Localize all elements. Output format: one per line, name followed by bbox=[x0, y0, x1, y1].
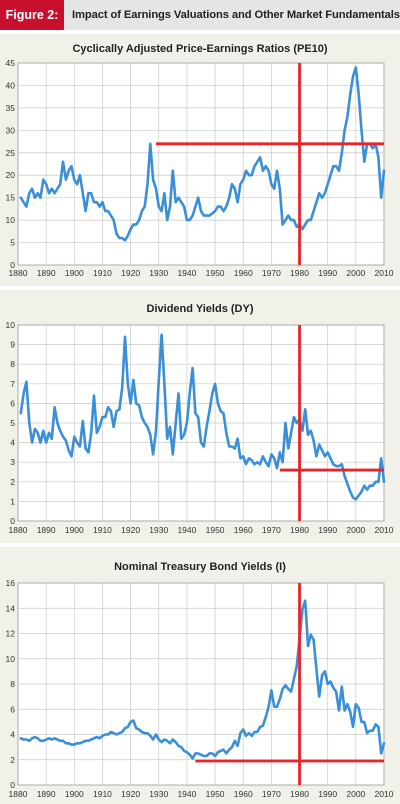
chart-title-treasury-yields: Nominal Treasury Bond Yields (I) bbox=[114, 561, 286, 573]
x-tick-label-pe10: 2010 bbox=[375, 268, 394, 278]
chart-title-dividend-yields: Dividend Yields (DY) bbox=[147, 303, 254, 315]
x-tick-label-dividend-yields: 1890 bbox=[37, 525, 56, 535]
x-tick-label-treasury-yields: 1940 bbox=[177, 789, 196, 799]
y-tick-label-pe10: 30 bbox=[6, 125, 16, 135]
x-tick-label-pe10: 2000 bbox=[346, 268, 365, 278]
x-tick-label-treasury-yields: 1900 bbox=[65, 789, 84, 799]
x-tick-label-treasury-yields: 1960 bbox=[234, 789, 253, 799]
x-tick-label-pe10: 1950 bbox=[206, 268, 225, 278]
y-tick-label-treasury-yields: 0 bbox=[10, 780, 15, 790]
y-tick-label-treasury-yields: 4 bbox=[10, 730, 15, 740]
x-tick-label-treasury-yields: 1950 bbox=[206, 789, 225, 799]
y-tick-label-treasury-yields: 10 bbox=[6, 654, 16, 664]
series-line-dividend-yields bbox=[19, 333, 386, 501]
y-tick-label-dividend-yields: 6 bbox=[10, 398, 15, 408]
y-tick-label-pe10: 35 bbox=[6, 103, 16, 113]
x-tick-label-dividend-yields: 1930 bbox=[149, 525, 168, 535]
y-tick-label-dividend-yields: 5 bbox=[10, 418, 15, 428]
y-tick-label-dividend-yields: 7 bbox=[10, 379, 15, 389]
x-tick-label-dividend-yields: 1900 bbox=[65, 525, 84, 535]
figure-header: Figure 2: Impact of Earnings Valuations … bbox=[0, 0, 400, 30]
x-tick-label-pe10: 1900 bbox=[65, 268, 84, 278]
x-tick-label-pe10: 1920 bbox=[121, 268, 140, 278]
y-tick-label-pe10: 15 bbox=[6, 193, 16, 203]
x-tick-label-dividend-yields: 1970 bbox=[262, 525, 281, 535]
figure-title: Impact of Earnings Valuations and Other … bbox=[72, 9, 400, 21]
x-tick-label-treasury-yields: 1890 bbox=[37, 789, 56, 799]
y-tick-label-dividend-yields: 4 bbox=[10, 438, 15, 448]
y-tick-label-dividend-yields: 2 bbox=[10, 477, 15, 487]
y-tick-label-pe10: 40 bbox=[6, 80, 16, 90]
x-tick-label-dividend-yields: 1960 bbox=[234, 525, 253, 535]
chart-title-pe10: Cyclically Adjusted Price-Earnings Ratio… bbox=[72, 43, 327, 55]
x-tick-label-dividend-yields: 1910 bbox=[93, 525, 112, 535]
x-tick-label-pe10: 1910 bbox=[93, 268, 112, 278]
y-tick-label-pe10: 5 bbox=[10, 238, 15, 248]
y-tick-label-treasury-yields: 12 bbox=[6, 629, 16, 639]
x-tick-label-dividend-yields: 2010 bbox=[375, 525, 394, 535]
series-line-treasury-yields bbox=[19, 599, 386, 760]
y-tick-label-dividend-yields: 3 bbox=[10, 457, 15, 467]
x-tick-label-dividend-yields: 1940 bbox=[177, 525, 196, 535]
y-tick-label-treasury-yields: 8 bbox=[10, 679, 15, 689]
y-tick-label-pe10: 10 bbox=[6, 215, 16, 225]
y-tick-label-dividend-yields: 9 bbox=[10, 340, 15, 350]
x-tick-label-pe10: 1980 bbox=[290, 268, 309, 278]
plot-area-pe10 bbox=[17, 62, 385, 266]
x-tick-label-pe10: 1890 bbox=[37, 268, 56, 278]
series-line-pe10 bbox=[19, 66, 386, 242]
x-tick-label-pe10: 1960 bbox=[234, 268, 253, 278]
x-tick-label-pe10: 1970 bbox=[262, 268, 281, 278]
x-tick-label-treasury-yields: 1920 bbox=[121, 789, 140, 799]
y-tick-label-treasury-yields: 16 bbox=[6, 578, 16, 588]
x-tick-label-dividend-yields: 1950 bbox=[206, 525, 225, 535]
x-tick-label-treasury-yields: 1970 bbox=[262, 789, 281, 799]
x-tick-label-pe10: 1940 bbox=[177, 268, 196, 278]
y-tick-label-dividend-yields: 0 bbox=[10, 516, 15, 526]
x-tick-label-treasury-yields: 1980 bbox=[290, 789, 309, 799]
y-tick-label-pe10: 0 bbox=[10, 260, 15, 270]
x-tick-label-treasury-yields: 1880 bbox=[9, 789, 28, 799]
x-tick-label-pe10: 1930 bbox=[149, 268, 168, 278]
y-tick-label-dividend-yields: 8 bbox=[10, 359, 15, 369]
x-tick-label-treasury-yields: 1990 bbox=[318, 789, 337, 799]
x-tick-label-treasury-yields: 1930 bbox=[149, 789, 168, 799]
y-tick-label-dividend-yields: 1 bbox=[10, 496, 15, 506]
x-tick-label-treasury-yields: 2000 bbox=[346, 789, 365, 799]
x-tick-label-dividend-yields: 1920 bbox=[121, 525, 140, 535]
y-tick-label-pe10: 25 bbox=[6, 148, 16, 158]
y-tick-label-treasury-yields: 14 bbox=[6, 603, 16, 613]
y-tick-label-dividend-yields: 10 bbox=[6, 320, 16, 330]
x-tick-label-dividend-yields: 1980 bbox=[290, 525, 309, 535]
x-tick-label-dividend-yields: 1990 bbox=[318, 525, 337, 535]
y-tick-label-pe10: 45 bbox=[6, 58, 16, 68]
figure-label: Figure 2: bbox=[0, 0, 64, 30]
y-tick-label-treasury-yields: 6 bbox=[10, 704, 15, 714]
x-tick-label-dividend-yields: 2000 bbox=[346, 525, 365, 535]
x-tick-label-pe10: 1880 bbox=[9, 268, 28, 278]
x-tick-label-pe10: 1990 bbox=[318, 268, 337, 278]
y-tick-label-pe10: 20 bbox=[6, 170, 16, 180]
y-tick-label-treasury-yields: 2 bbox=[10, 755, 15, 765]
x-tick-label-treasury-yields: 2010 bbox=[375, 789, 394, 799]
x-tick-label-treasury-yields: 1910 bbox=[93, 789, 112, 799]
x-tick-label-dividend-yields: 1880 bbox=[9, 525, 28, 535]
